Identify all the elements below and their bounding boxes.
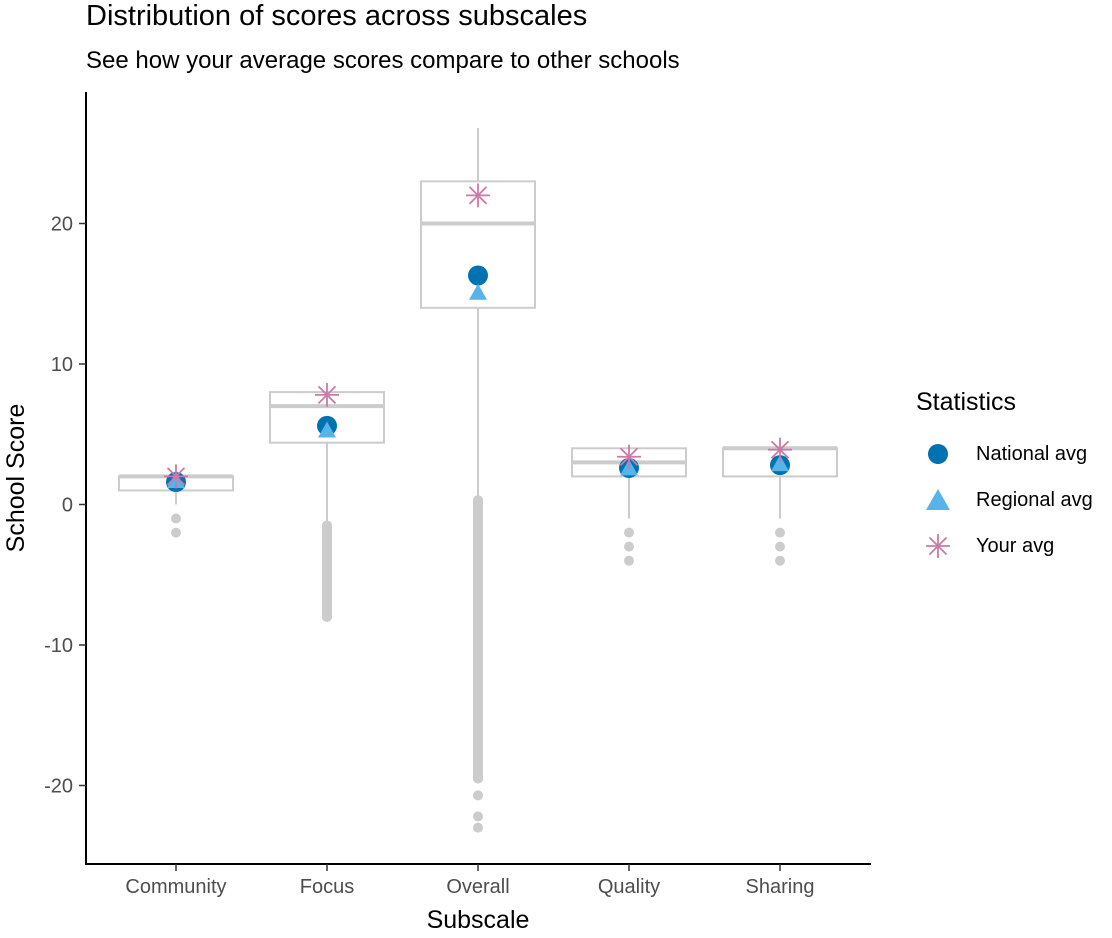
y-tick-label: 10 xyxy=(51,354,73,376)
asterisk-stroke xyxy=(468,186,488,205)
outlier-point xyxy=(624,555,634,566)
statistic-markers xyxy=(164,183,792,493)
x-tick-label: Quality xyxy=(598,876,660,898)
x-tick-label: Overall xyxy=(446,876,509,898)
outlier-point xyxy=(624,527,634,538)
outlier-point xyxy=(775,555,785,566)
y-tick-label: 0 xyxy=(62,495,73,517)
regional-avg-point xyxy=(469,283,487,300)
legend-item-regional: Regional avg xyxy=(916,477,1093,523)
your-avg-point xyxy=(617,444,641,469)
outlier-point xyxy=(473,790,483,801)
asterisk-stroke xyxy=(619,447,639,466)
x-axis-title: Subscale xyxy=(427,906,530,934)
asterisk-stroke xyxy=(770,440,790,459)
legend-item-national: National avg xyxy=(916,431,1093,477)
x-tick-label: Sharing xyxy=(746,876,815,898)
legend-title: Statistics xyxy=(916,388,1017,416)
legend: Statistics National avg Regional avg You… xyxy=(916,388,1093,569)
outlier-points xyxy=(171,495,785,833)
outlier-point xyxy=(775,541,785,552)
y-tick-label: 20 xyxy=(51,214,73,236)
y-axis-ticks: -20 -10 0 10 20 xyxy=(44,214,86,798)
asterisk-stroke xyxy=(317,385,337,405)
asterisk-icon xyxy=(916,523,960,569)
regional-avg-point xyxy=(318,421,336,438)
circle-icon xyxy=(916,431,960,477)
y-axis-title: School Score xyxy=(2,404,30,553)
legend-item-your: Your avg xyxy=(916,523,1093,569)
regional-avg-point xyxy=(771,455,789,472)
triangle-icon xyxy=(916,477,960,523)
legend-label-national: National avg xyxy=(976,442,1088,465)
outlier-point xyxy=(473,811,483,822)
your-avg-point xyxy=(768,437,792,462)
y-tick-label: -10 xyxy=(44,635,73,657)
outlier-point xyxy=(171,513,181,524)
x-axis-ticks: Community Focus Overall Quality Sharing xyxy=(125,864,814,898)
legend-label-your: Your avg xyxy=(976,534,1055,557)
x-tick-label: Community xyxy=(125,876,226,898)
outlier-point xyxy=(624,541,634,552)
x-tick-label: Focus xyxy=(300,876,354,898)
chart-title: Distribution of scores across subscales xyxy=(86,0,588,32)
your-avg-point xyxy=(315,382,339,407)
asterisk-stroke xyxy=(166,467,186,486)
outlier-point xyxy=(775,527,785,538)
chart-subtitle: See how your average scores compare to o… xyxy=(86,47,680,74)
legend-label-regional: Regional avg xyxy=(976,488,1093,511)
your-avg-point xyxy=(466,183,490,208)
y-tick-label: -20 xyxy=(44,776,73,798)
outlier-point xyxy=(171,527,181,538)
national-avg-point xyxy=(468,265,488,286)
your-avg-point xyxy=(164,464,188,489)
outlier-point xyxy=(473,822,483,833)
